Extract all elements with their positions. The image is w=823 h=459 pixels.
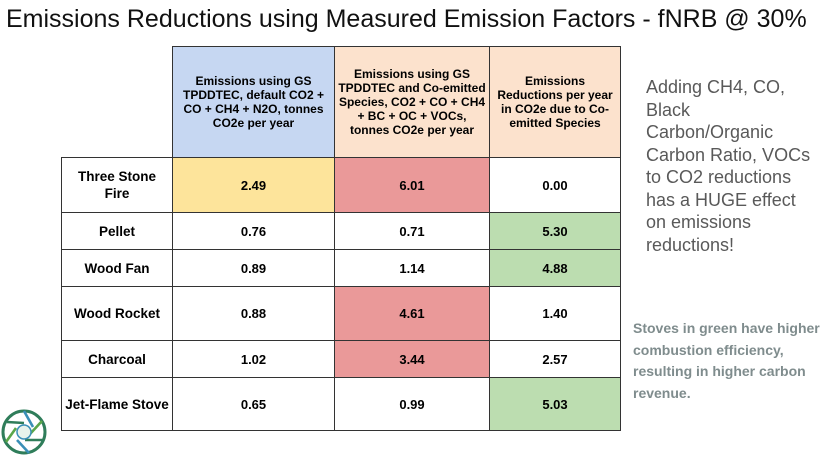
row-label: Pellet bbox=[61, 212, 173, 250]
value-cell: 1.14 bbox=[334, 249, 490, 287]
value-cell: 0.89 bbox=[172, 249, 335, 287]
column-header-coemitted-emissions: Emissions using GS TPDDTEC and Co-emitte… bbox=[334, 46, 490, 158]
table-header-row: Emissions using GS TPDDTEC, default CO2 … bbox=[62, 46, 621, 158]
value-cell: 5.30 bbox=[489, 212, 621, 250]
table-row: Charcoal 1.02 3.44 2.57 bbox=[61, 340, 621, 378]
table-row: Wood Rocket 0.88 4.61 1.40 bbox=[61, 286, 621, 341]
table-row: Wood Fan 0.89 1.14 4.88 bbox=[61, 249, 621, 287]
green-stoves-note: Stoves in green have higher combustion e… bbox=[633, 320, 820, 401]
side-note: Adding CH4, CO, Black Carbon/Organic Car… bbox=[646, 77, 811, 255]
table-row: Jet-Flame Stove 0.65 0.99 5.03 bbox=[61, 377, 621, 431]
value-cell: 0.99 bbox=[334, 377, 490, 431]
aperture-logo-icon bbox=[1, 409, 47, 455]
value-cell: 2.57 bbox=[489, 340, 621, 378]
row-label: Jet-Flame Stove bbox=[61, 377, 173, 431]
column-header-reductions: Emissions Reductions per year in CO2e du… bbox=[489, 46, 621, 158]
value-cell: 4.88 bbox=[489, 249, 621, 287]
column-header-default-emissions: Emissions using GS TPDDTEC, default CO2 … bbox=[172, 46, 335, 158]
row-label: Wood Rocket bbox=[61, 286, 173, 341]
value-cell: 0.71 bbox=[334, 212, 490, 250]
table-row: Pellet 0.76 0.71 5.30 bbox=[61, 212, 621, 250]
value-cell: 3.44 bbox=[334, 340, 490, 378]
value-cell: 0.76 bbox=[172, 212, 335, 250]
value-cell: 4.61 bbox=[334, 286, 490, 341]
table-row: Three Stone Fire 2.49 6.01 0.00 bbox=[61, 157, 621, 213]
value-cell: 0.00 bbox=[489, 157, 621, 213]
emissions-table: Emissions using GS TPDDTEC, default CO2 … bbox=[61, 46, 621, 431]
value-cell: 1.40 bbox=[489, 286, 621, 341]
row-label: Charcoal bbox=[61, 340, 173, 378]
value-cell: 2.49 bbox=[172, 157, 335, 213]
value-cell: 0.65 bbox=[172, 377, 335, 431]
value-cell: 1.02 bbox=[172, 340, 335, 378]
row-label: Three Stone Fire bbox=[61, 157, 173, 213]
header-blank-cell bbox=[62, 47, 173, 158]
row-label: Wood Fan bbox=[61, 249, 173, 287]
slide-title: Emissions Reductions using Measured Emis… bbox=[6, 5, 807, 33]
value-cell: 0.88 bbox=[172, 286, 335, 341]
value-cell: 5.03 bbox=[489, 377, 621, 431]
value-cell: 6.01 bbox=[334, 157, 490, 213]
